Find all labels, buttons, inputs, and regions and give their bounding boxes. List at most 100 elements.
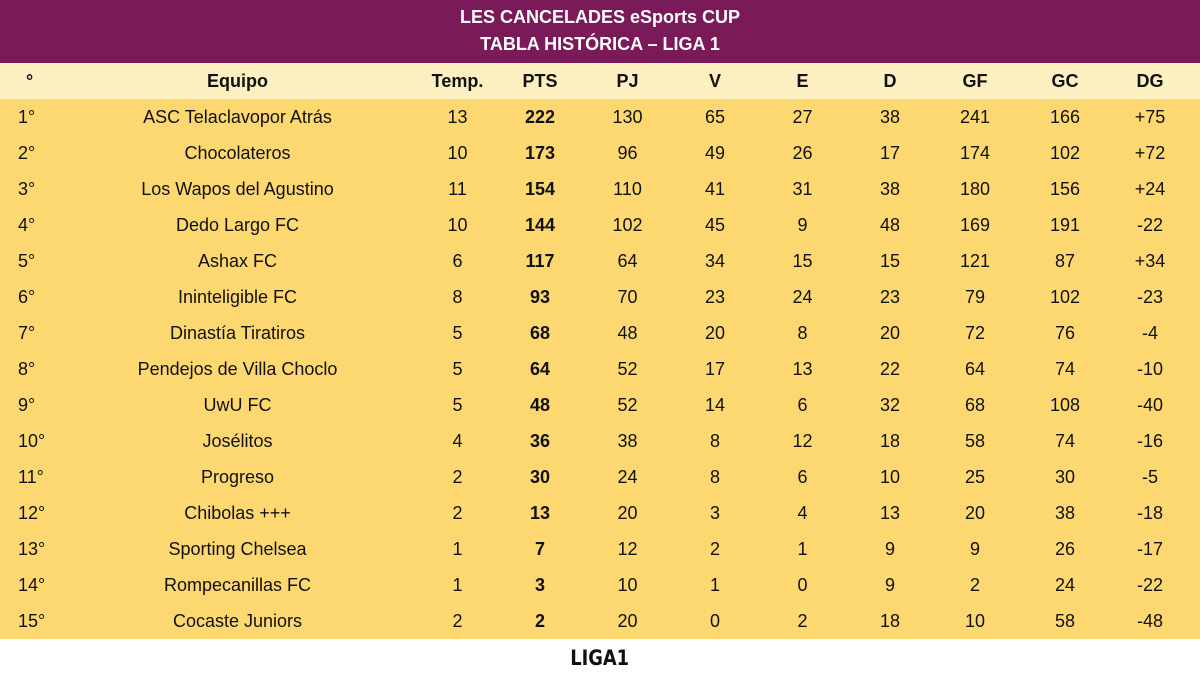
cell-points: 154 — [524, 178, 556, 199]
liga1-logo: LIGA1 — [570, 646, 630, 670]
cell-goal-difference: +75 — [1134, 106, 1166, 127]
cell-goals-against: 108 — [1049, 394, 1081, 415]
page-title: LES CANCELADES eSports CUP — [459, 7, 741, 27]
cell-drawn: 27 — [792, 106, 813, 127]
table-header-banner: LES CANCELADES eSports CUP TABLA HISTÓRI… — [0, 0, 1200, 63]
table-row: 14° Rompecanillas FC 1 3 10 1 0 9 2 24 -22 — [0, 567, 1200, 603]
cell-points: 48 — [529, 394, 551, 415]
cell-position: 12° — [18, 502, 46, 523]
cell-played: 38 — [617, 430, 638, 451]
cell-points: 68 — [529, 322, 551, 343]
cell-goals-against: 74 — [1054, 358, 1076, 379]
cell-goals-against: 38 — [1054, 502, 1076, 523]
table-row: 15° Cocaste Juniors 2 2 20 0 2 18 10 58 -48 — [0, 603, 1200, 639]
cell-lost: 15 — [879, 250, 901, 271]
cell-lost: 38 — [879, 106, 901, 127]
cell-played: 130 — [612, 106, 643, 127]
cell-drawn: 0 — [797, 574, 808, 595]
cell-drawn: 4 — [797, 502, 808, 523]
column-header-goals-for: GF — [962, 70, 988, 91]
cell-lost: 20 — [879, 322, 901, 343]
cell-goals-against: 74 — [1054, 430, 1076, 451]
cell-team: Dedo Largo FC — [175, 214, 300, 235]
cell-goal-difference: -17 — [1136, 538, 1163, 559]
cell-goals-against: 191 — [1049, 214, 1081, 235]
cell-goals-against: 24 — [1054, 574, 1076, 595]
cell-lost: 9 — [884, 538, 895, 559]
cell-won: 1 — [709, 574, 720, 595]
cell-team: Josélitos — [202, 430, 273, 451]
cell-goals-against: 58 — [1054, 610, 1076, 631]
cell-won: 2 — [709, 538, 720, 559]
cell-seasons: 10 — [447, 214, 468, 235]
column-header-points: PTS — [522, 70, 558, 91]
cell-won: 0 — [709, 610, 720, 631]
cell-points: 30 — [529, 466, 551, 487]
cell-goal-difference: +24 — [1134, 178, 1166, 199]
cell-goal-difference: -5 — [1141, 466, 1158, 487]
cell-goal-difference: +72 — [1134, 142, 1166, 163]
table-row: 5° Ashax FC 6 117 64 34 15 15 121 87 +34 — [0, 243, 1200, 279]
cell-drawn: 6 — [797, 394, 808, 415]
cell-seasons: 5 — [452, 394, 463, 415]
cell-won: 23 — [704, 286, 726, 307]
cell-goals-against: 87 — [1054, 250, 1076, 271]
cell-goals-against: 156 — [1049, 178, 1081, 199]
cell-goals-against: 76 — [1054, 322, 1076, 343]
cell-goal-difference: -4 — [1141, 322, 1158, 343]
column-header-row: ° Equipo Temp. PTS PJ V E D GF GC DG — [0, 63, 1200, 99]
cell-drawn: 6 — [797, 466, 808, 487]
column-header-goal-difference: DG — [1136, 70, 1164, 91]
table-row: 3° Los Wapos del Agustino 11 154 110 41 31 38 18… — [0, 171, 1200, 207]
cell-played: 70 — [617, 286, 638, 307]
standings-table: ° Equipo Temp. PTS PJ V E D GF GC DG 1° A… — [0, 63, 1200, 639]
cell-seasons: 5 — [452, 322, 463, 343]
table-row: 6° Ininteligible FC 8 93 70 23 24 23 79 102 -23 — [0, 279, 1200, 315]
cell-position: 11° — [18, 466, 44, 487]
cell-position: 1° — [18, 106, 36, 127]
cell-points: 36 — [529, 430, 551, 451]
cell-goals-for: 72 — [964, 322, 986, 343]
cell-seasons: 2 — [452, 502, 463, 523]
cell-drawn: 13 — [792, 358, 813, 379]
cell-lost: 17 — [879, 142, 901, 163]
table-row: 7° Dinastía Tiratiros 5 68 48 20 8 20 72 76 -4 — [0, 315, 1200, 351]
table-row: 2° Chocolateros 10 173 96 49 26 17 174 102 +72 — [0, 135, 1200, 171]
cell-won: 34 — [704, 250, 726, 271]
cell-lost: 32 — [879, 394, 901, 415]
cell-played: 48 — [617, 322, 638, 343]
cell-won: 3 — [709, 502, 720, 523]
cell-position: 4° — [18, 214, 36, 235]
cell-team: Ininteligible FC — [177, 286, 298, 307]
cell-drawn: 2 — [797, 610, 808, 631]
cell-points: 3 — [534, 574, 545, 595]
cell-position: 2° — [18, 142, 36, 163]
cell-points: 93 — [529, 286, 551, 307]
cell-played: 64 — [617, 250, 638, 271]
cell-played: 52 — [617, 358, 638, 379]
cell-goals-against: 26 — [1054, 538, 1076, 559]
cell-goal-difference: -40 — [1136, 394, 1163, 415]
cell-goals-for: 174 — [959, 142, 991, 163]
cell-points: 13 — [529, 502, 551, 523]
cell-position: 9° — [18, 394, 36, 415]
cell-position: 8° — [18, 358, 36, 379]
cell-position: 10° — [18, 430, 46, 451]
cell-goal-difference: -22 — [1136, 574, 1163, 595]
cell-points: 222 — [524, 106, 556, 127]
cell-drawn: 31 — [792, 178, 813, 199]
cell-goals-for: 121 — [959, 250, 991, 271]
cell-seasons: 1 — [452, 574, 463, 595]
cell-played: 52 — [617, 394, 638, 415]
cell-played: 20 — [617, 502, 638, 523]
cell-lost: 9 — [884, 574, 895, 595]
cell-points: 7 — [534, 538, 545, 559]
cell-points: 173 — [524, 142, 556, 163]
cell-played: 12 — [617, 538, 638, 559]
cell-team: Progreso — [200, 466, 275, 487]
cell-seasons: 11 — [448, 178, 467, 199]
table-row: 10° Josélitos 4 36 38 8 12 18 58 74 -16 — [0, 423, 1200, 459]
cell-goals-against: 102 — [1049, 286, 1081, 307]
cell-lost: 23 — [879, 286, 901, 307]
cell-goals-for: 169 — [959, 214, 991, 235]
